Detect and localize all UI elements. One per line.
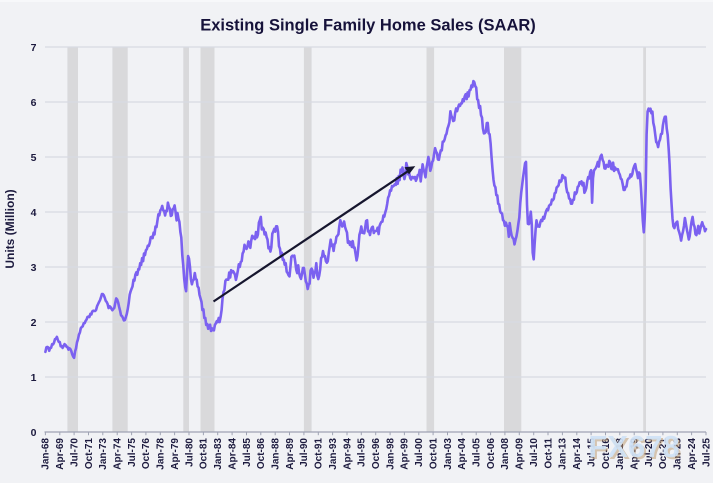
svg-text:Jan-18: Jan-18 bbox=[615, 438, 626, 470]
svg-text:Apr-24: Apr-24 bbox=[687, 438, 698, 470]
svg-text:Jan-93: Jan-93 bbox=[328, 438, 339, 470]
svg-text:FX678: FX678 bbox=[590, 431, 681, 466]
svg-text:Jan-88: Jan-88 bbox=[271, 438, 282, 470]
svg-text:Apr-94: Apr-94 bbox=[342, 438, 353, 470]
svg-text:Jul-95: Jul-95 bbox=[357, 438, 368, 467]
svg-text:Oct-91: Oct-91 bbox=[314, 438, 325, 470]
svg-text:Units (Million): Units (Million) bbox=[3, 189, 17, 268]
svg-text:Jul-20: Jul-20 bbox=[644, 438, 655, 467]
svg-text:0: 0 bbox=[31, 427, 37, 439]
svg-text:Oct-11: Oct-11 bbox=[543, 438, 554, 469]
svg-text:Oct-21: Oct-21 bbox=[658, 438, 669, 470]
svg-text:Apr-99: Apr-99 bbox=[400, 438, 411, 470]
svg-text:Jul-70: Jul-70 bbox=[69, 438, 80, 467]
svg-text:Apr-89: Apr-89 bbox=[285, 438, 296, 470]
svg-text:3: 3 bbox=[31, 262, 37, 274]
svg-text:Oct-71: Oct-71 bbox=[84, 438, 95, 470]
svg-text:2: 2 bbox=[31, 317, 37, 329]
svg-text:Oct-06: Oct-06 bbox=[486, 438, 497, 470]
svg-text:Jan-08: Jan-08 bbox=[500, 438, 511, 470]
svg-text:1: 1 bbox=[31, 372, 37, 384]
svg-text:Apr-04: Apr-04 bbox=[457, 438, 468, 470]
svg-text:Jul-80: Jul-80 bbox=[184, 438, 195, 467]
svg-text:Existing Single Family Home Sa: Existing Single Family Home Sales (SAAR) bbox=[200, 17, 536, 35]
svg-text:Oct-76: Oct-76 bbox=[141, 438, 152, 470]
svg-text:Apr-74: Apr-74 bbox=[112, 438, 123, 470]
svg-text:Jan-78: Jan-78 bbox=[156, 438, 167, 470]
svg-text:Jul-05: Jul-05 bbox=[472, 438, 483, 467]
svg-text:Jan-83: Jan-83 bbox=[213, 438, 224, 470]
svg-text:Oct-81: Oct-81 bbox=[199, 438, 210, 470]
svg-text:FX678: FX678 bbox=[588, 429, 679, 464]
svg-text:Jul-25: Jul-25 bbox=[701, 438, 712, 467]
svg-text:Jul-15: Jul-15 bbox=[586, 438, 597, 467]
svg-text:Jan-13: Jan-13 bbox=[558, 438, 569, 470]
svg-text:4: 4 bbox=[31, 207, 37, 219]
svg-text:Jul-75: Jul-75 bbox=[127, 438, 138, 467]
svg-text:Oct-01: Oct-01 bbox=[428, 438, 439, 470]
svg-text:Jul-85: Jul-85 bbox=[242, 438, 253, 467]
svg-text:Apr-09: Apr-09 bbox=[515, 438, 526, 470]
svg-text:Oct-86: Oct-86 bbox=[256, 438, 267, 470]
svg-text:Apr-69: Apr-69 bbox=[55, 438, 66, 470]
svg-text:Oct-96: Oct-96 bbox=[371, 438, 382, 470]
svg-text:Jan-23: Jan-23 bbox=[673, 438, 684, 470]
svg-text:Jan-73: Jan-73 bbox=[98, 438, 109, 470]
svg-text:Jan-68: Jan-68 bbox=[41, 438, 52, 470]
svg-text:Jul-00: Jul-00 bbox=[414, 438, 425, 467]
svg-text:Jul-90: Jul-90 bbox=[299, 438, 310, 467]
svg-text:Apr-14: Apr-14 bbox=[572, 438, 583, 470]
svg-text:Apr-84: Apr-84 bbox=[227, 438, 238, 470]
svg-text:Jan-98: Jan-98 bbox=[385, 438, 396, 470]
svg-text:Apr-79: Apr-79 bbox=[170, 438, 181, 470]
svg-text:Apr-19: Apr-19 bbox=[630, 438, 641, 470]
svg-text:7: 7 bbox=[31, 42, 37, 54]
svg-text:5: 5 bbox=[31, 152, 37, 164]
svg-text:Jul-10: Jul-10 bbox=[529, 438, 540, 467]
svg-text:6: 6 bbox=[31, 97, 37, 109]
svg-text:Oct-16: Oct-16 bbox=[601, 438, 612, 470]
svg-text:Jan-03: Jan-03 bbox=[443, 438, 454, 470]
